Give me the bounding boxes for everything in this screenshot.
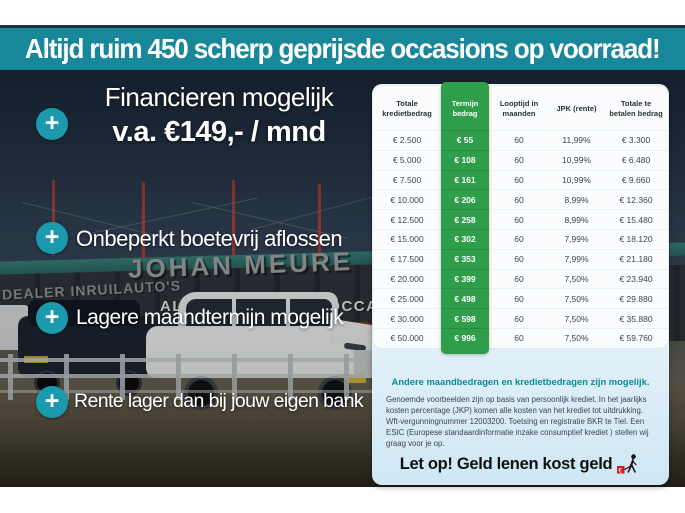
table-cell: € 15.480 — [604, 209, 668, 229]
table-cell: 8,99% — [549, 209, 604, 229]
table-cell: € 20.000 — [373, 268, 441, 289]
banner-text: Altijd ruim 450 scherp geprijsde occasio… — [25, 33, 661, 64]
table-cell: 7,50% — [549, 288, 604, 308]
usp-redeem: Onbeperkt boetevrij aflossen — [76, 226, 343, 251]
top-banner: Altijd ruim 450 scherp geprijsde occasio… — [0, 25, 685, 70]
table-cell: € 161 — [441, 169, 489, 190]
svg-text:€: € — [619, 467, 623, 474]
column-header: JPK (rente) — [556, 103, 597, 113]
table-cell: 7,99% — [549, 248, 604, 269]
table-cell: 7,50% — [549, 268, 604, 289]
plus-icon: + — [36, 386, 68, 418]
table-cell: 60 — [489, 248, 549, 269]
table-cell: € 15.000 — [373, 228, 441, 249]
note-body: Genoemde voorbeelden zijn op basis van p… — [386, 395, 649, 449]
table-cell: € 108 — [441, 149, 489, 170]
table-cell: 10,99% — [549, 149, 604, 170]
column-header: Totale kredietbedrag — [382, 98, 432, 118]
table-cell: € 50.000 — [373, 327, 441, 348]
plus-icon: + — [36, 108, 68, 140]
usp-financing: Financieren mogelijk v.a. €149,- / mnd — [66, 82, 372, 149]
table-cell: € 10.000 — [373, 189, 441, 209]
table-cell: € 353 — [441, 248, 489, 269]
table-cell: 60 — [489, 268, 549, 289]
table-cell: € 21.180 — [604, 248, 668, 269]
table-cell: € 5.000 — [373, 149, 441, 170]
table-cell: 60 — [489, 288, 549, 308]
table-cell: 60 — [489, 169, 549, 190]
column-header: Totale te betalen bedrag — [609, 98, 663, 118]
table-cell: 7,50% — [549, 308, 604, 328]
table-cell: € 12.360 — [604, 189, 668, 209]
plus-icon: + — [36, 302, 68, 334]
finance-panel: Totale kredietbedrag Termijn bedrag Loopti… — [372, 82, 669, 485]
table-cell: 60 — [489, 149, 549, 170]
table-cell: € 12.500 — [373, 209, 441, 229]
table-cell: € 59.760 — [604, 327, 668, 348]
table-cell: 7,99% — [549, 228, 604, 249]
table-cell: € 6.480 — [604, 149, 668, 170]
finance-table: Totale kredietbedrag Termijn bedrag Loopti… — [373, 86, 668, 348]
table-cell: 60 — [489, 209, 549, 229]
plus-icon: + — [36, 222, 68, 254]
usp-lower-term: Lagere maandtermijn mogelijk — [76, 306, 344, 329]
table-cell: 8,99% — [549, 189, 604, 209]
table-cell: 60 — [489, 130, 549, 150]
usp-lower-rate: Rente lager dan bij jouw eigen bank — [74, 390, 364, 412]
table-cell: 60 — [489, 308, 549, 328]
table-cell: € 30.000 — [373, 308, 441, 328]
table-cell: € 23.940 — [604, 268, 668, 289]
credit-warning-text: Let op! Geld lenen kost geld — [399, 454, 613, 473]
table-cell: € 18.120 — [604, 228, 668, 249]
column-header: Looptijd in maanden — [499, 98, 539, 118]
usp-financing-line2: v.a. €149,- / mnd — [112, 116, 326, 148]
table-cell: € 399 — [441, 268, 489, 289]
table-cell: 10,99% — [549, 169, 604, 190]
table-cell: € 55 — [441, 130, 489, 150]
table-cell: 11,99% — [549, 130, 604, 150]
table-cell: € 9.660 — [604, 169, 668, 190]
table-cell: € 17.500 — [373, 248, 441, 269]
table-cell: € 498 — [441, 288, 489, 308]
table-cell: € 2.500 — [373, 130, 441, 150]
table-cell: € 206 — [441, 189, 489, 209]
table-cell: € 29.880 — [604, 288, 668, 308]
table-cell: 60 — [489, 327, 549, 348]
table-cell: € 996 — [441, 327, 489, 348]
table-cell: € 258 — [441, 209, 489, 229]
table-cell: € 598 — [441, 308, 489, 328]
table-cell: € 3.300 — [604, 130, 668, 150]
credit-warning: Let op! Geld lenen kost geld € — [372, 449, 669, 479]
geld-lenen-kost-geld-icon: € — [617, 454, 638, 474]
table-cell: € 35.880 — [604, 308, 668, 328]
table-cell: € 302 — [441, 228, 489, 249]
finance-table-card: Totale kredietbedrag Termijn bedrag Loopti… — [372, 82, 669, 354]
usp-financing-line1: Financieren mogelijk — [104, 82, 334, 112]
table-cell: 7,50% — [549, 327, 604, 348]
note-title: Andere maandbedragen en kredietbedragen … — [391, 376, 650, 387]
table-cell: 60 — [489, 228, 549, 249]
termijn-column-highlight — [441, 82, 489, 354]
table-cell: 60 — [489, 189, 549, 209]
table-cell: € 7.500 — [373, 169, 441, 190]
table-cell: € 25.000 — [373, 288, 441, 308]
column-header: Termijn bedrag — [451, 98, 479, 118]
